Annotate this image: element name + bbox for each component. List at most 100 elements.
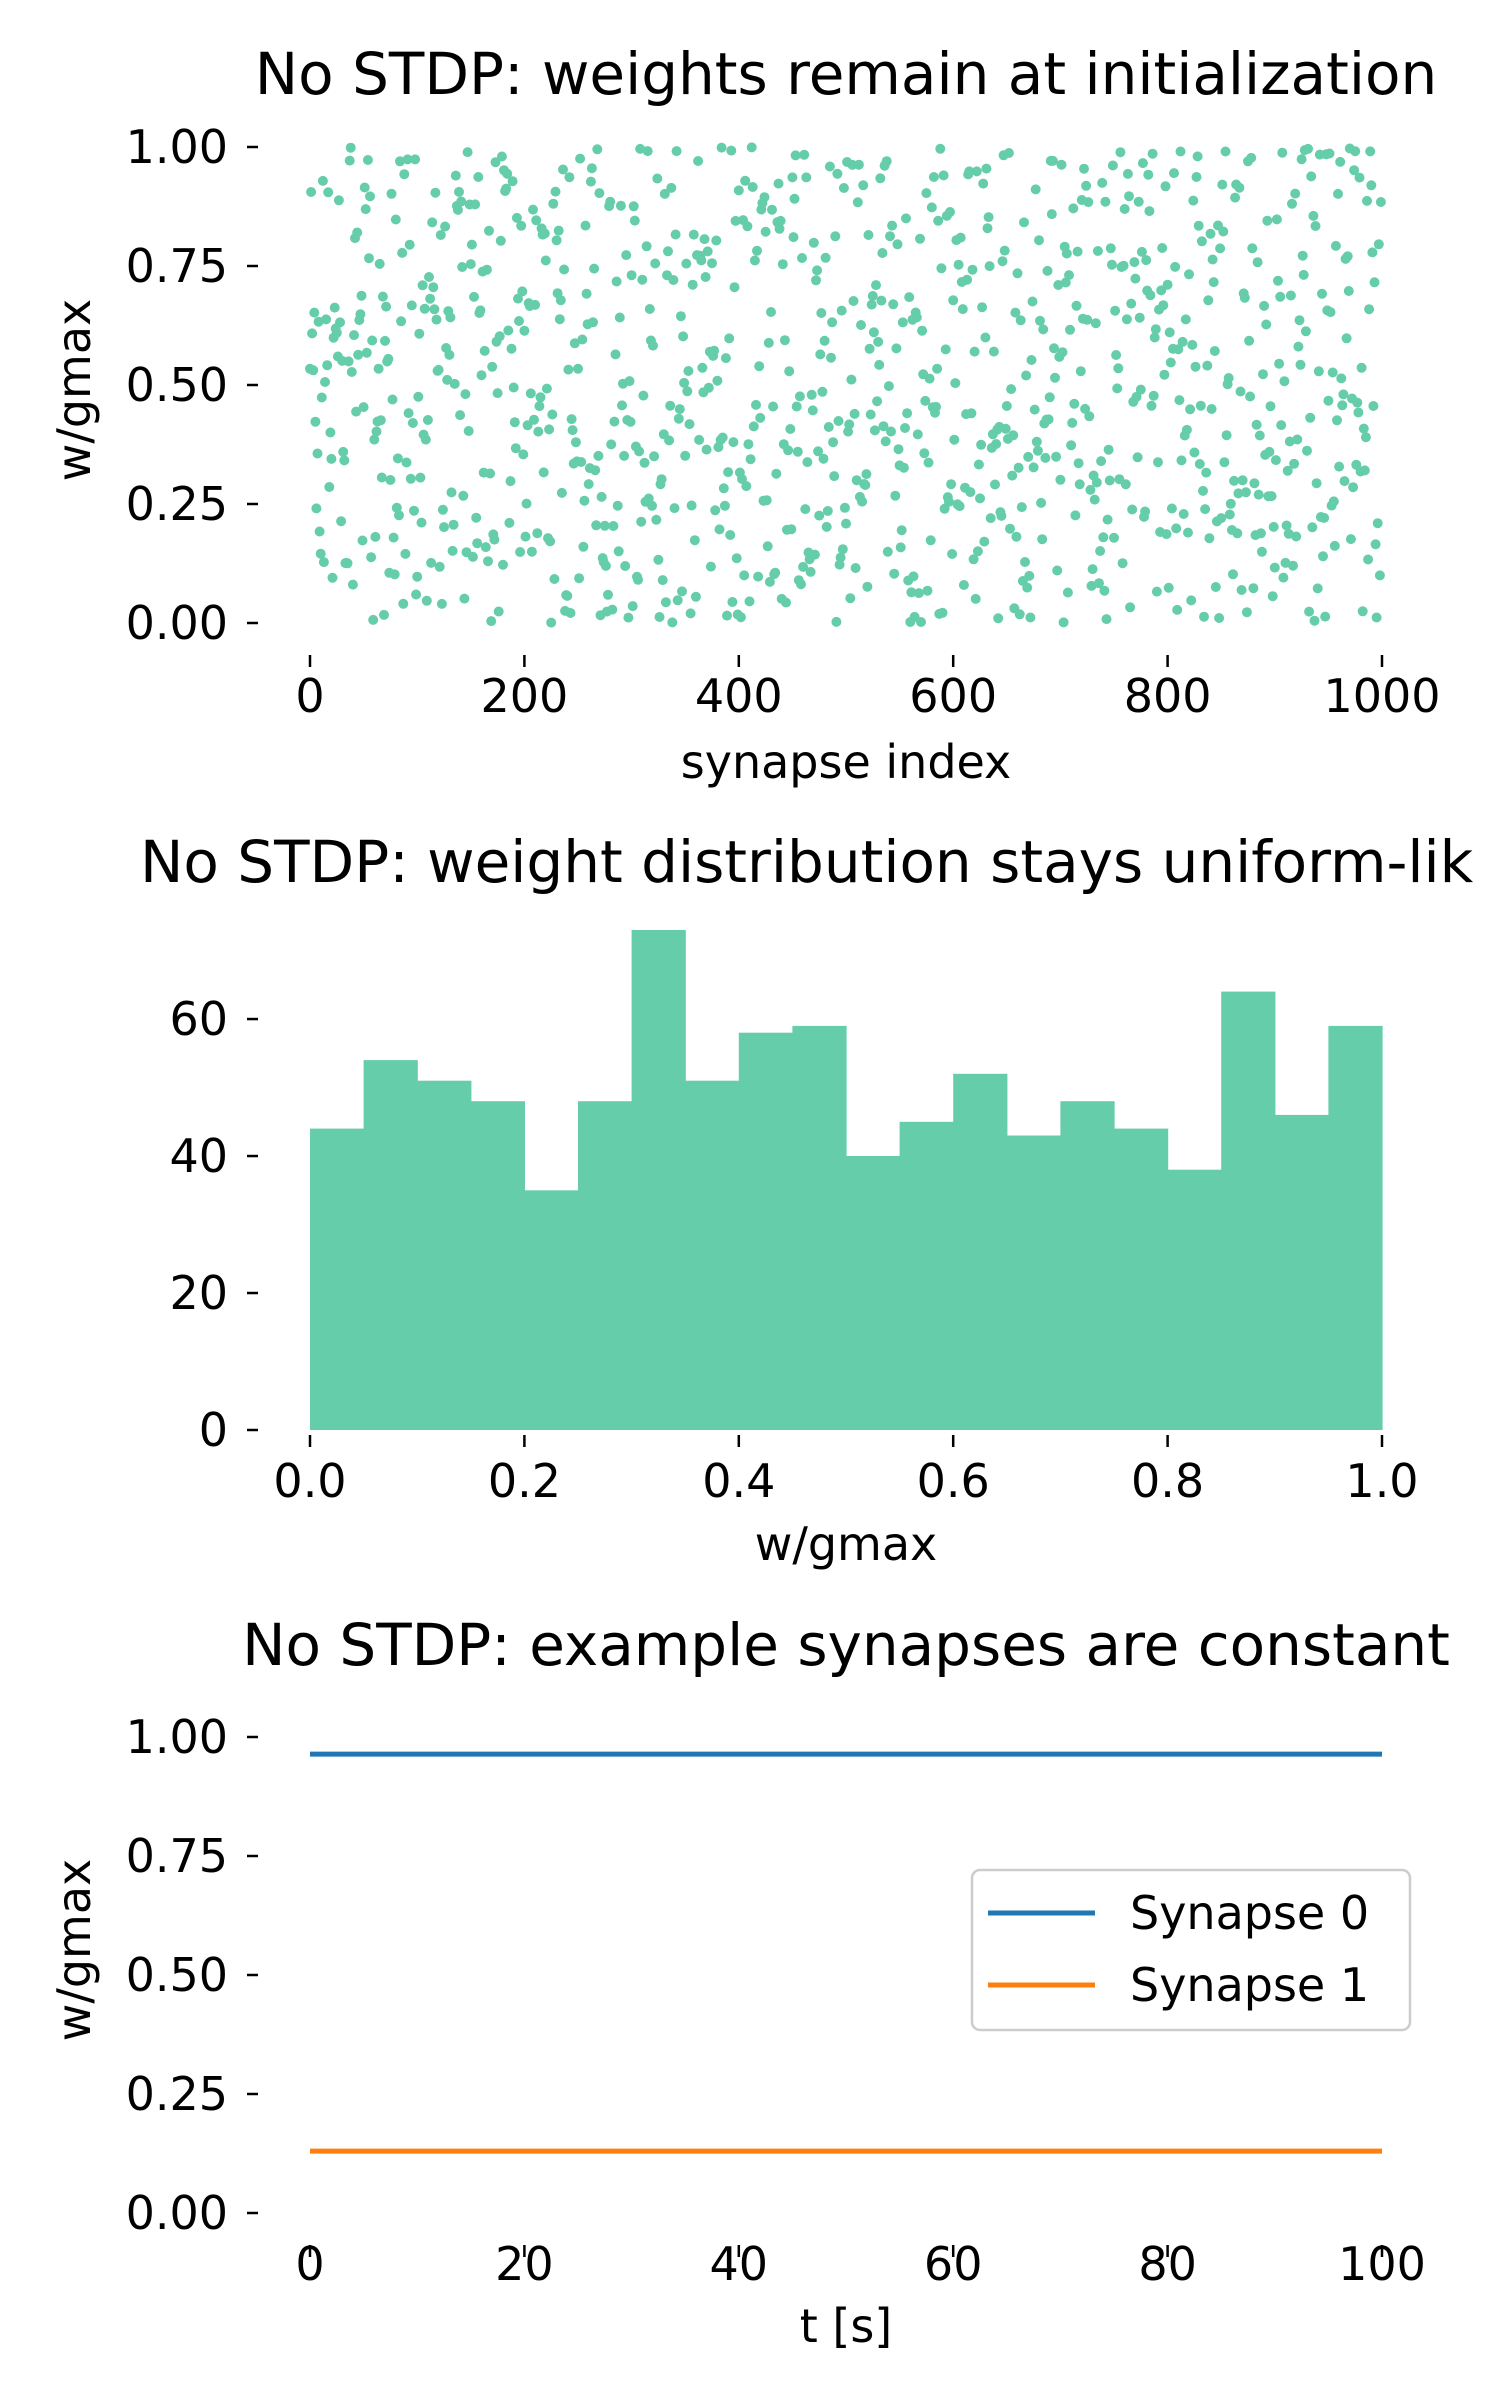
histogram-bar — [685, 1080, 740, 1430]
scatter-point — [955, 232, 966, 243]
scatter-point — [1187, 339, 1198, 350]
scatter-point — [1015, 315, 1026, 326]
scatter-point — [434, 561, 445, 572]
scatter-point — [1349, 165, 1360, 176]
scatter-point — [814, 510, 825, 521]
scatter-point — [511, 212, 522, 223]
scatter-point — [426, 557, 437, 568]
scatter-point — [822, 506, 833, 516]
scatter-point — [685, 608, 696, 619]
scatter-point — [449, 378, 460, 389]
scatter-point — [1232, 528, 1243, 539]
scatter-point — [747, 182, 758, 192]
scatter-point — [487, 361, 498, 372]
scatter-point — [485, 468, 496, 479]
scatter-point — [849, 408, 860, 419]
scatter-point — [1312, 583, 1323, 594]
scatter-point — [638, 390, 649, 401]
scatter-point — [530, 299, 541, 310]
scatter-y-tick-label: 0.00 — [126, 596, 228, 650]
scatter-point — [1016, 502, 1027, 513]
scatter-point — [779, 335, 790, 346]
scatter-point — [1296, 154, 1307, 165]
scatter-point — [529, 414, 539, 425]
scatter-point — [1163, 582, 1174, 593]
scatter-point — [614, 312, 625, 323]
scatter-point — [775, 215, 786, 226]
histogram-x-tick-label: 0.6 — [917, 1454, 990, 1508]
scatter-point — [754, 361, 765, 372]
scatter-point — [858, 180, 869, 191]
scatter-y-tick-label: 0.25 — [126, 477, 228, 531]
scatter-point — [1201, 467, 1212, 478]
scatter-point — [954, 501, 965, 512]
scatter-point — [1169, 168, 1179, 179]
scatter-point — [623, 612, 634, 623]
scatter-x-tick-label: 400 — [695, 669, 783, 723]
scatter-point — [381, 301, 392, 312]
scatter-point — [889, 568, 900, 579]
scatter-point — [472, 538, 483, 549]
scatter-point — [980, 332, 991, 343]
scatter-point — [925, 535, 936, 546]
scatter-point — [1068, 203, 1079, 214]
scatter-point — [764, 576, 775, 587]
scatter-point — [1310, 221, 1321, 231]
scatter-point — [1274, 358, 1285, 369]
scatter-point — [1049, 343, 1059, 354]
scatter-point — [984, 261, 995, 272]
scatter-point — [600, 560, 611, 571]
scatter-point — [1276, 420, 1287, 431]
scatter-title: No STDP: weights remain at initializatio… — [255, 40, 1437, 108]
histogram-bar — [1006, 1135, 1061, 1430]
scatter-point — [309, 307, 320, 318]
scatter-point — [869, 425, 880, 436]
scatter-point — [807, 405, 818, 416]
legend-box — [970, 1868, 1412, 2032]
scatter-point — [688, 229, 699, 240]
scatter-point — [1075, 366, 1086, 377]
scatter-y-tick-label: 1.00 — [126, 120, 228, 174]
scatter-point — [864, 343, 875, 354]
scatter-point — [540, 255, 551, 266]
scatter-point — [866, 299, 877, 310]
scatter-y-tick-label: 0.50 — [126, 358, 228, 412]
scatter-point — [1067, 417, 1078, 428]
scatter-point — [1087, 564, 1098, 575]
scatter-point — [744, 596, 755, 607]
scatter-point — [1304, 606, 1315, 617]
scatter-point — [551, 235, 562, 246]
scatter-point — [553, 225, 564, 236]
scatter-point — [1115, 147, 1126, 158]
scatter-point — [1220, 146, 1231, 157]
scatter-point — [883, 381, 894, 392]
scatter-point — [683, 366, 694, 376]
scatter-point — [1324, 148, 1335, 159]
scatter-point — [1223, 373, 1234, 383]
scatter-point — [694, 434, 705, 445]
scatter-point — [508, 382, 519, 393]
scatter-point — [671, 146, 682, 157]
line-x-tick-label: 0 — [295, 2237, 324, 2291]
scatter-point — [1339, 476, 1350, 487]
scatter-points — [305, 142, 1386, 628]
scatter-point — [755, 412, 766, 423]
scatter-point — [1141, 255, 1152, 266]
scatter-point — [710, 505, 721, 516]
scatter-point — [1290, 188, 1301, 199]
scatter-point — [317, 175, 328, 186]
scatter-point — [457, 262, 468, 272]
scatter-point — [727, 597, 738, 607]
scatter-point — [801, 172, 812, 183]
scatter-point — [1190, 361, 1201, 372]
scatter-point — [950, 378, 961, 389]
scatter-point — [1323, 395, 1334, 406]
scatter-point — [1047, 155, 1058, 166]
scatter-point — [458, 490, 469, 501]
scatter-point — [813, 446, 824, 457]
scatter-point — [897, 317, 908, 328]
scatter-point — [891, 343, 902, 354]
scatter-point — [660, 597, 671, 608]
scatter-point — [1130, 273, 1141, 284]
scatter-point — [1308, 210, 1319, 221]
